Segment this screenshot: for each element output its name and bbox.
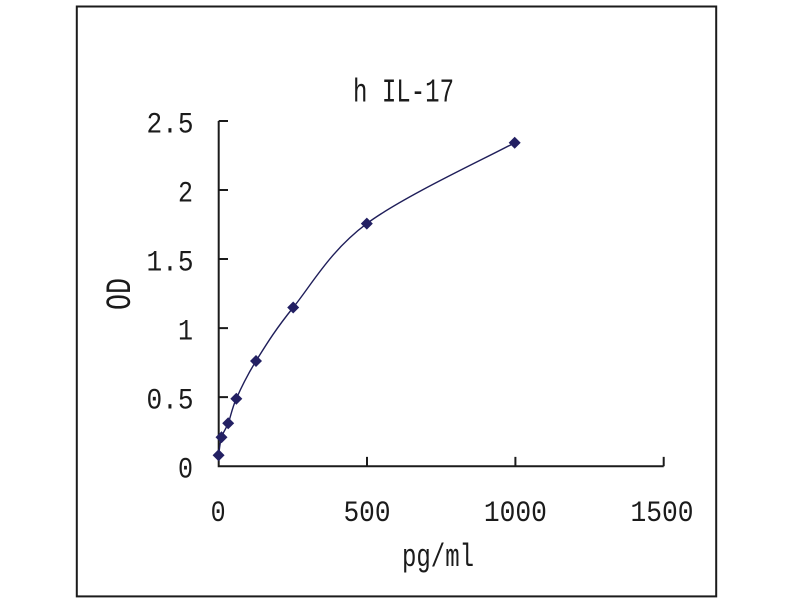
svg-text:2.5: 2.5 [147,108,194,142]
svg-text:1.5: 1.5 [147,246,194,280]
svg-text:0.5: 0.5 [147,384,194,418]
svg-text:1: 1 [178,315,193,349]
svg-text:0: 0 [211,497,226,531]
svg-text:pg/ml: pg/ml [402,539,474,576]
svg-text:OD: OD [101,278,141,310]
svg-text:1500: 1500 [631,497,694,531]
svg-text:1000: 1000 [484,497,547,531]
svg-text:500: 500 [344,497,391,531]
svg-text:h IL-17: h IL-17 [353,75,454,112]
svg-text:0: 0 [178,454,193,488]
svg-text:2: 2 [178,177,193,211]
